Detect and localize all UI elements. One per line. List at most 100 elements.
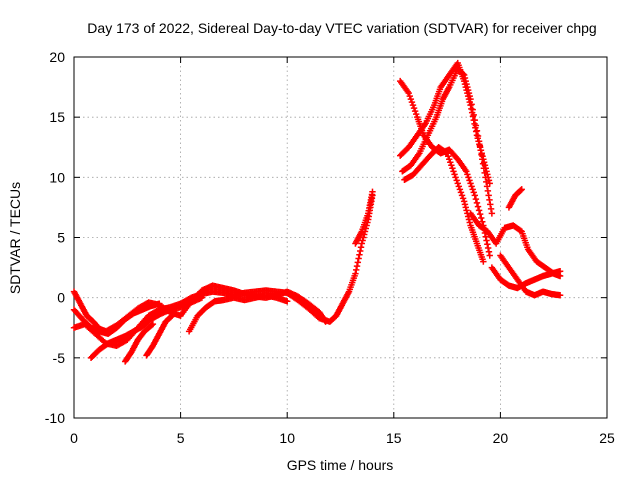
data-point (451, 171, 458, 178)
data-point (468, 183, 475, 190)
data-point (412, 110, 420, 118)
y-tick-label: 20 (49, 49, 65, 65)
data-point (357, 244, 365, 251)
data-point (469, 113, 477, 120)
data-point (444, 153, 452, 160)
x-tick-label: 15 (386, 430, 402, 446)
data-point (468, 105, 475, 113)
data-point (452, 174, 459, 181)
y-tick-label: 5 (57, 230, 65, 246)
data-point (464, 89, 471, 97)
data-point (466, 98, 473, 106)
data-point (476, 210, 484, 218)
data-point (482, 233, 489, 240)
data-point (448, 162, 455, 169)
data-point (474, 203, 482, 210)
data-point (480, 156, 487, 163)
data-point (518, 186, 525, 193)
data-point (149, 320, 157, 328)
data-point (464, 171, 471, 178)
data-point (168, 313, 175, 320)
data-point (358, 240, 366, 247)
data-point (322, 318, 329, 325)
data-point (467, 101, 474, 109)
data-point (473, 132, 481, 139)
data-point (480, 159, 488, 166)
data-point (369, 188, 376, 195)
series-arc-4 (87, 294, 206, 362)
data-point (484, 174, 492, 181)
data-point (479, 153, 486, 160)
axis-ticks (73, 56, 608, 419)
x-axis-label: GPS time / hours (287, 457, 394, 473)
data-point (465, 95, 473, 103)
data-point (458, 192, 466, 199)
data-point (411, 107, 419, 115)
data-point (410, 104, 418, 112)
data-point (353, 262, 361, 270)
data-point (485, 192, 492, 199)
y-tick-label: 10 (49, 169, 65, 185)
data-point (481, 162, 489, 169)
data-point (470, 116, 477, 124)
data-point (357, 247, 364, 255)
data-point (156, 300, 163, 307)
data-point (463, 207, 470, 214)
data-point (354, 259, 362, 266)
series-arc-15 (497, 252, 564, 299)
data-point (464, 92, 472, 100)
data-point (479, 218, 486, 225)
data-point (484, 241, 491, 248)
y-tick-label: 15 (49, 109, 65, 125)
data-point (480, 258, 487, 265)
data-point (475, 138, 482, 145)
data-point (356, 251, 363, 258)
x-tick-label: 5 (177, 430, 185, 446)
data-point (472, 124, 479, 131)
series-arc-7 (185, 292, 291, 335)
data-point (405, 89, 412, 97)
data-point (443, 150, 451, 157)
data-series (70, 59, 564, 365)
data-point (459, 195, 467, 202)
data-point (486, 196, 493, 204)
data-point (446, 156, 453, 163)
data-point (472, 195, 480, 203)
data-point (472, 128, 480, 135)
data-point (168, 312, 176, 319)
data-point (352, 270, 359, 277)
data-point (484, 171, 491, 178)
data-point (461, 80, 469, 88)
data-point (484, 187, 492, 195)
data-point (475, 207, 483, 214)
data-point (463, 168, 470, 175)
data-point (284, 298, 291, 305)
data-point (556, 292, 564, 299)
data-point (407, 95, 415, 103)
data-point (462, 83, 469, 91)
data-point (355, 255, 362, 262)
series-arc-8 (352, 188, 376, 247)
data-point (486, 252, 493, 259)
data-point (487, 205, 495, 213)
data-point (408, 98, 416, 106)
x-tick-label: 10 (279, 430, 295, 446)
data-point (485, 177, 493, 184)
data-point (406, 92, 413, 100)
data-point (148, 321, 156, 329)
data-point (449, 165, 456, 172)
data-point (198, 294, 206, 301)
series-arc-11 (396, 59, 493, 187)
data-point (474, 135, 481, 142)
data-point (457, 189, 465, 196)
data-point (478, 150, 485, 157)
data-point (460, 77, 468, 85)
data-point (461, 201, 469, 208)
data-point (517, 186, 525, 194)
data-point (477, 147, 485, 154)
data-point (465, 216, 473, 223)
data-point (476, 141, 483, 148)
y-tick-label: 0 (57, 290, 65, 306)
data-point (471, 192, 479, 199)
x-tick-label: 25 (599, 430, 615, 446)
